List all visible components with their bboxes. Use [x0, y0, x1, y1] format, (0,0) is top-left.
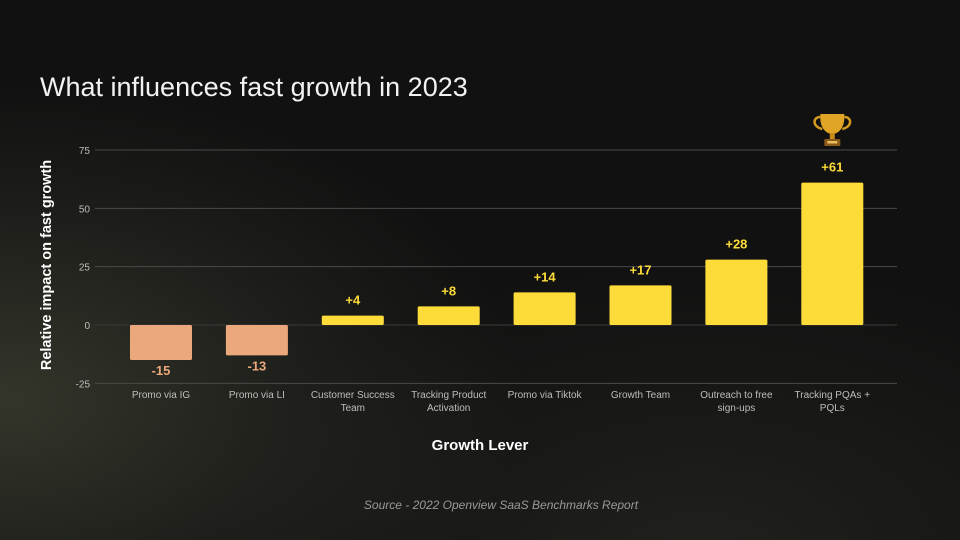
bar — [513, 292, 576, 325]
bar — [225, 325, 288, 356]
x-tick-label: PQLs — [820, 403, 845, 414]
bar — [705, 259, 768, 325]
y-tick-label: 25 — [79, 263, 91, 274]
data-label: +61 — [821, 160, 843, 175]
chart-title: What influences fast growth in 2023 — [40, 72, 468, 102]
trophy-icon — [813, 114, 852, 146]
x-tick-label: sign-ups — [717, 403, 755, 414]
bar — [417, 306, 480, 325]
data-label: -13 — [248, 358, 267, 373]
data-label: +4 — [345, 293, 361, 308]
bar — [321, 315, 384, 325]
y-tick-label: 75 — [79, 146, 91, 157]
x-tick-label: Growth Team — [611, 390, 670, 401]
y-tick-label: 0 — [84, 321, 90, 332]
bar — [609, 285, 672, 325]
bar — [801, 182, 864, 325]
bar — [130, 325, 192, 360]
source-note: Source - 2022 Openview SaaS Benchmarks R… — [363, 498, 639, 512]
data-label: +8 — [441, 283, 456, 298]
data-label: +28 — [725, 237, 747, 252]
x-tick-label: Outreach to free — [700, 390, 773, 401]
x-tick-label: Customer Success — [311, 390, 395, 401]
data-label: +17 — [629, 262, 651, 277]
x-tick-label: Promo via LI — [229, 390, 285, 401]
x-tick-label: Tracking Product — [411, 390, 486, 401]
x-tick-label: Tracking PQAs + — [795, 390, 871, 401]
x-axis-label: Growth Lever — [431, 437, 529, 454]
y-tick-label: -25 — [76, 379, 91, 390]
data-label: +14 — [534, 269, 557, 284]
x-tick-label: Promo via IG — [132, 390, 191, 401]
data-label: -15 — [152, 363, 171, 378]
y-tick-label: 50 — [79, 204, 91, 215]
x-tick-label: Team — [341, 403, 365, 414]
x-tick-label: Promo via Tiktok — [508, 390, 583, 401]
x-tick-label: Activation — [427, 403, 470, 414]
